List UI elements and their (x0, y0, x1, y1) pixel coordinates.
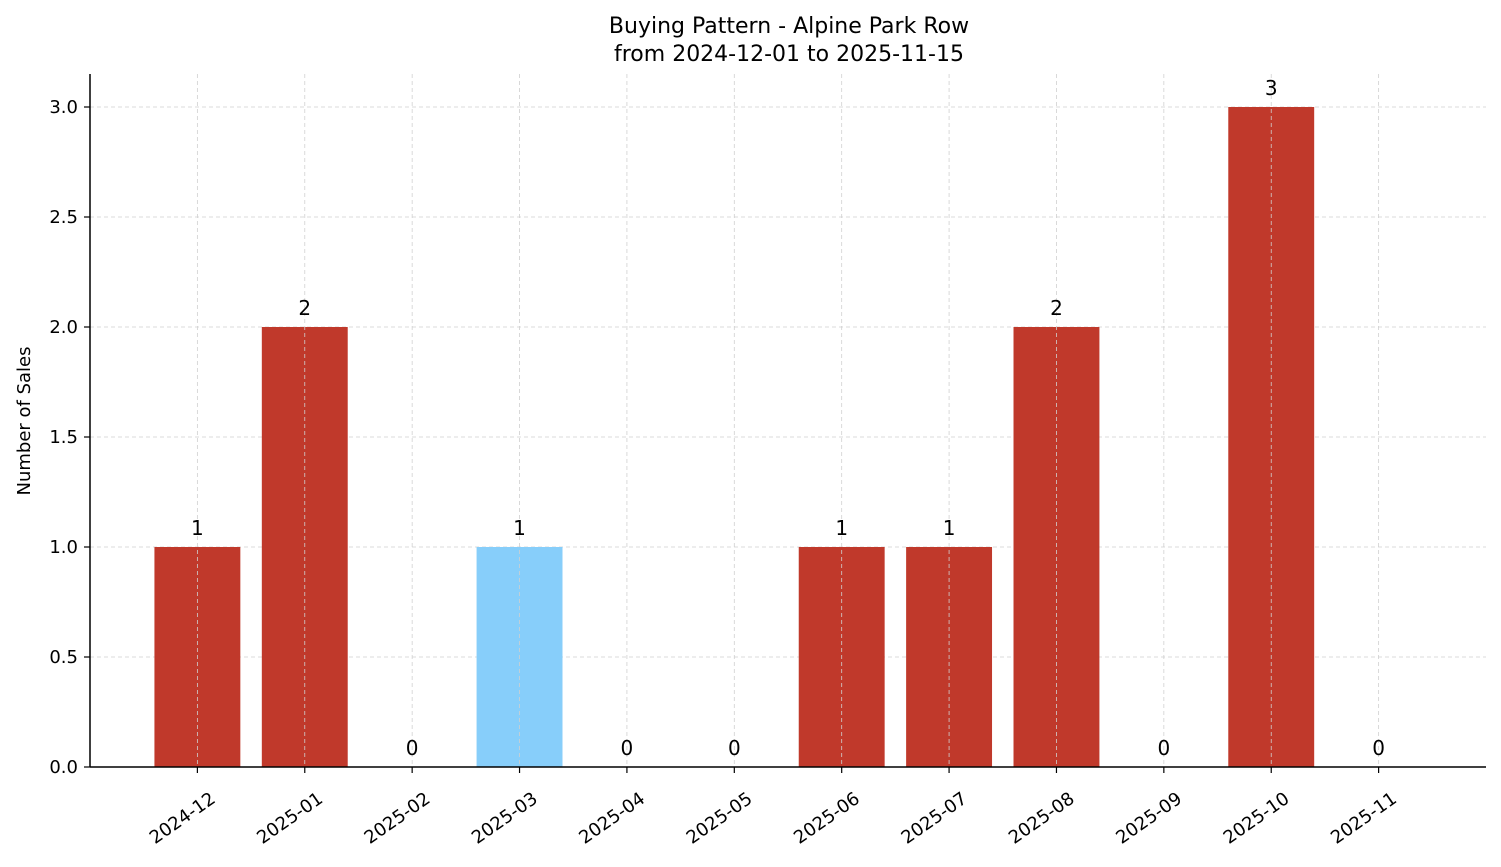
y-axis-label: Number of Sales (14, 346, 35, 495)
data-label: 2 (298, 296, 311, 320)
x-tick-label: 2025-11 (1327, 788, 1401, 848)
y-tick-label: 1.5 (49, 427, 78, 448)
x-tick-label: 2025-02 (361, 788, 435, 848)
x-tick-label: 2025-03 (468, 788, 542, 848)
data-label: 0 (621, 736, 634, 760)
x-tick-label: 2025-05 (683, 788, 757, 848)
data-label: 1 (943, 516, 956, 540)
x-tick-label: 2025-06 (790, 788, 864, 848)
data-label: 0 (406, 736, 419, 760)
data-label: 1 (513, 516, 526, 540)
data-label: 1 (835, 516, 848, 540)
y-tick-label: 3.0 (49, 97, 78, 118)
y-tick-label: 1.0 (49, 537, 78, 558)
data-label: 0 (1157, 736, 1170, 760)
chart-subtitle: from 2024-12-01 to 2025-11-15 (614, 42, 964, 67)
x-tick-label: 2025-01 (253, 788, 327, 848)
data-label: 1 (191, 516, 204, 540)
x-tick-label: 2025-04 (575, 788, 649, 848)
x-tick-label: 2025-08 (1005, 788, 1079, 848)
x-tick-label: 2025-07 (898, 788, 972, 848)
x-tick-label: 2025-09 (1112, 788, 1186, 848)
x-tick-label: 2024-12 (146, 788, 220, 848)
data-label: 0 (1372, 736, 1385, 760)
data-label: 2 (1050, 296, 1063, 320)
data-label: 3 (1265, 76, 1278, 100)
x-tick-label: 2025-10 (1220, 788, 1294, 848)
bar-2025-10 (1228, 107, 1315, 767)
y-tick-label: 2.0 (49, 317, 78, 338)
y-tick-label: 0.5 (49, 647, 78, 668)
chart-title: Buying Pattern - Alpine Park Row (609, 14, 969, 39)
y-tick-label: 0.0 (49, 757, 78, 778)
data-label: 0 (728, 736, 741, 760)
y-tick-label: 2.5 (49, 207, 78, 228)
